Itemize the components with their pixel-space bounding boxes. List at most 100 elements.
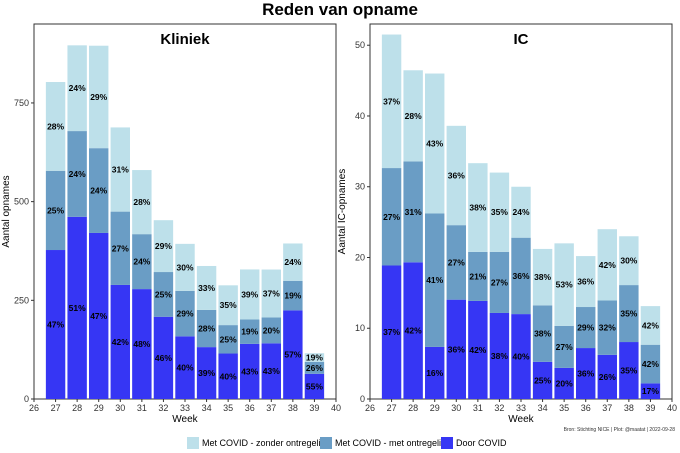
bar-label-door-week-36: 43% [241,366,258,376]
bar-label-door-week-31: 48% [133,339,150,349]
bar-met-week-34 [532,305,553,362]
bar-door-week-37 [261,343,281,399]
bar-zonder-week-34 [532,248,553,306]
bar-label-met-week-34: 28% [198,323,215,333]
bar-met-week-27 [381,168,402,266]
x-tick-label: 27 [387,403,397,413]
y-tick-label: 50 [355,40,365,50]
x-tick-label: 39 [309,403,319,413]
y-tick-label: 40 [355,111,365,121]
bar-met-week-32 [153,272,174,317]
x-tick-label: 32 [494,403,504,413]
bar-label-met-week-33: 36% [512,271,529,281]
bar-label-zonder-week-29: 29% [90,92,107,102]
bar-label-door-week-38: 57% [284,350,301,360]
bar-label-met-week-36: 29% [577,323,594,333]
x-tick-label: 40 [331,403,341,413]
x-tick-label: 32 [158,403,168,413]
bar-met-week-35 [218,325,238,354]
bar-label-met-week-28: 24% [69,169,86,179]
bar-label-met-week-38: 35% [620,309,637,319]
bar-zonder-week-36 [240,269,260,320]
x-tick-label: 35 [559,403,569,413]
bar-door-week-31 [468,300,488,399]
bar-door-week-27 [45,250,66,399]
bar-label-met-week-29: 41% [426,275,443,285]
bar-zonder-week-38 [283,243,303,281]
x-tick-label: 29 [94,403,104,413]
bar-met-week-39 [640,344,661,384]
x-tick-label: 26 [365,403,375,413]
bar-label-door-week-37: 26% [599,372,616,382]
x-tick-label: 37 [266,403,276,413]
bar-label-door-week-32: 38% [491,351,508,361]
bar-label-door-week-32: 46% [155,353,172,363]
bar-door-week-28 [67,216,87,399]
panel-ic: 0 10 20 30 40 50 26 27 28 29 30 31 32 33 34 35 36 37 38 39 4… [337,23,677,425]
bar-met-week-38 [619,285,639,343]
x-tick-label: 27 [51,403,61,413]
bar-zonder-week-37 [261,269,281,318]
bar-label-met-week-32: 25% [155,289,172,299]
bar-met-week-31 [468,251,488,301]
bar-met-week-38 [283,280,303,311]
bar-zonder-week-33 [175,243,195,291]
bar-label-met-week-32: 27% [491,277,508,287]
x-tick-label: 35 [223,403,233,413]
bar-label-met-week-33: 29% [176,309,193,319]
bar-label-zonder-week-35: 53% [556,280,573,290]
bar-label-door-week-34: 25% [534,375,551,385]
bar-door-week-34 [532,361,553,399]
bar-label-zonder-week-34: 38% [534,272,551,282]
bar-label-zonder-week-34: 33% [198,283,215,293]
bar-door-week-35 [554,367,574,399]
bar-zonder-week-29 [89,45,109,149]
bar-met-week-39 [304,361,325,374]
bar-label-met-week-35: 27% [556,342,573,352]
bar-label-zonder-week-28: 24% [69,83,86,93]
y-tick-label: 30 [355,182,365,192]
bar-zonder-week-31 [468,163,488,252]
x-tick-label: 30 [451,403,461,413]
bar-label-door-week-30: 42% [112,337,129,347]
bar-door-week-39 [640,383,661,399]
bar-zonder-week-29 [425,73,445,214]
bar-zonder-week-30 [110,127,130,212]
legend-swatch-door [441,437,453,449]
bar-door-week-30 [110,284,130,399]
x-axis-label: Week [172,414,198,425]
x-tick-label: 31 [137,403,147,413]
bar-label-met-week-29: 24% [90,186,107,196]
bar-label-met-week-31: 21% [469,271,486,281]
bar-zonder-week-28 [403,70,423,162]
x-tick-label: 34 [202,403,212,413]
bar-label-met-week-39: 42% [642,359,659,369]
y-tick-label: 20 [355,252,365,262]
y-tick-label: 0 [24,394,29,404]
bar-label-zonder-week-33: 24% [512,207,529,217]
bar-zonder-week-35 [554,243,574,326]
bar-door-week-33 [175,336,195,399]
bar-zonder-week-27 [45,82,66,171]
bar-zonder-week-31 [132,170,152,235]
bar-label-met-week-30: 27% [448,257,465,267]
bar-zonder-week-32 [153,220,174,273]
bar-label-zonder-week-33: 30% [176,262,193,272]
bar-door-week-34 [196,347,217,399]
bar-met-week-30 [110,211,130,285]
legend-label-met: Met COVID - met ontregeling [335,438,451,448]
legend-swatch-met [320,437,332,449]
bar-zonder-week-33 [511,186,531,238]
bar-met-week-29 [425,213,445,347]
bar-label-zonder-week-32: 35% [491,207,508,217]
source-caption: Bron: Stichting NICE | Plot: @maatat | 2… [564,427,676,433]
y-tick-label: 10 [355,323,365,333]
panel-kliniek: 0 250 500 750 26 27 28 29 30 31 32 33 34 35 36 37 38 39 40… [1,23,341,425]
bar-label-met-week-37: 32% [599,323,616,333]
bar-label-door-week-35: 40% [220,371,237,381]
bar-label-door-week-28: 51% [69,303,86,313]
bar-label-zonder-week-30: 36% [448,170,465,180]
bar-label-zonder-week-29: 43% [426,139,443,149]
bar-label-met-week-36: 19% [241,327,258,337]
